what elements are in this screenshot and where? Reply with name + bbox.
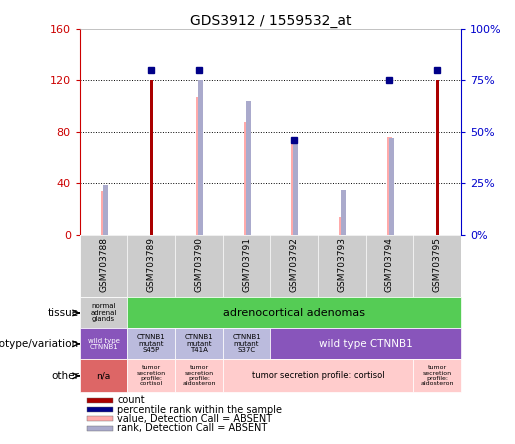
Bar xyxy=(196,97,202,235)
Text: count: count xyxy=(117,395,145,405)
Bar xyxy=(101,191,107,235)
Text: tumor
secretion
profile:
aldosteron: tumor secretion profile: aldosteron xyxy=(182,365,216,386)
Text: tumor
secretion
profile:
cortisol: tumor secretion profile: cortisol xyxy=(136,365,166,386)
Bar xyxy=(150,80,153,235)
Title: GDS3912 / 1559532_at: GDS3912 / 1559532_at xyxy=(190,14,351,28)
Bar xyxy=(175,359,222,392)
Text: GSM703792: GSM703792 xyxy=(290,237,299,292)
Bar xyxy=(128,297,461,329)
Bar xyxy=(128,329,175,359)
Bar xyxy=(270,329,461,359)
Bar xyxy=(246,101,251,235)
Bar xyxy=(80,329,128,359)
Bar xyxy=(341,190,346,235)
Bar xyxy=(88,416,113,421)
Bar xyxy=(198,80,203,235)
Bar xyxy=(80,359,128,392)
Bar xyxy=(80,297,128,329)
Text: wild type CTNNB1: wild type CTNNB1 xyxy=(319,339,413,349)
Bar xyxy=(222,359,413,392)
Text: adrenocortical adenomas: adrenocortical adenomas xyxy=(223,308,365,318)
Text: rank, Detection Call = ABSENT: rank, Detection Call = ABSENT xyxy=(117,423,267,433)
Bar xyxy=(88,397,113,403)
Bar xyxy=(436,80,439,235)
Text: wild type
CTNNB1: wild type CTNNB1 xyxy=(88,337,119,350)
Text: CTNNB1
mutant
S37C: CTNNB1 mutant S37C xyxy=(232,334,261,353)
Text: tumor secretion profile: cortisol: tumor secretion profile: cortisol xyxy=(252,371,384,381)
Bar xyxy=(88,426,113,431)
Bar xyxy=(222,329,270,359)
Text: CTNNB1
mutant
S45P: CTNNB1 mutant S45P xyxy=(137,334,166,353)
Text: tumor
secretion
profile:
aldosteron: tumor secretion profile: aldosteron xyxy=(420,365,454,386)
Bar xyxy=(103,186,108,235)
Bar xyxy=(291,139,297,235)
Text: genotype/variation: genotype/variation xyxy=(0,339,79,349)
Bar xyxy=(244,122,249,235)
Text: normal
adrenal
glands: normal adrenal glands xyxy=(91,303,117,322)
Text: n/a: n/a xyxy=(96,371,111,381)
Bar xyxy=(389,138,393,235)
Text: GSM703789: GSM703789 xyxy=(147,237,156,292)
Text: GSM703794: GSM703794 xyxy=(385,237,394,292)
Text: GSM703791: GSM703791 xyxy=(242,237,251,292)
Text: GSM703788: GSM703788 xyxy=(99,237,108,292)
Text: GSM703795: GSM703795 xyxy=(433,237,441,292)
Text: value, Detection Call = ABSENT: value, Detection Call = ABSENT xyxy=(117,414,272,424)
Text: tissue: tissue xyxy=(48,308,79,318)
Bar xyxy=(88,407,113,412)
Bar xyxy=(128,359,175,392)
Text: GSM703793: GSM703793 xyxy=(337,237,346,292)
Text: GSM703790: GSM703790 xyxy=(195,237,203,292)
Bar xyxy=(339,217,345,235)
Text: other: other xyxy=(51,371,79,381)
Text: CTNNB1
mutant
T41A: CTNNB1 mutant T41A xyxy=(184,334,213,353)
Bar xyxy=(294,144,298,235)
Bar xyxy=(413,359,461,392)
Bar xyxy=(387,137,392,235)
Text: percentile rank within the sample: percentile rank within the sample xyxy=(117,404,282,415)
Bar xyxy=(175,329,222,359)
